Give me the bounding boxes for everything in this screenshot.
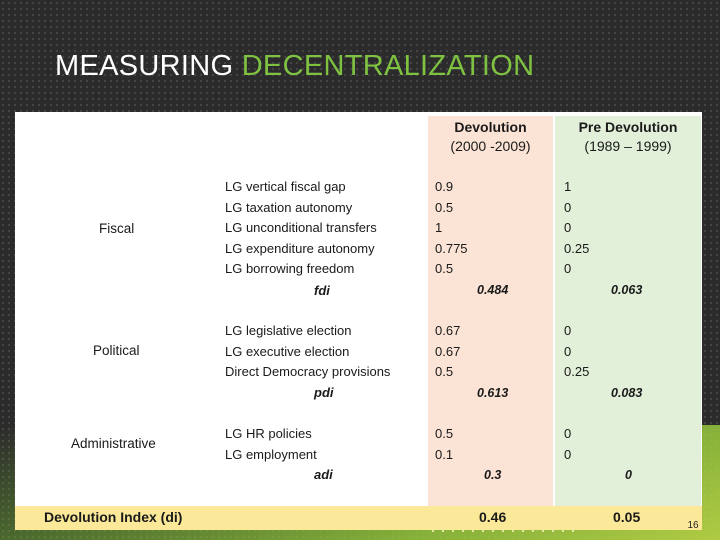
administrative-pre-values: 0 0 <box>564 424 571 465</box>
pre-devolution-column-background <box>555 116 701 508</box>
value-cell: 0 <box>564 426 572 441</box>
slide-number: 16 <box>687 520 699 531</box>
value-cell: 0.5 <box>435 426 454 441</box>
pdi-devolution: 0.613 <box>477 386 509 400</box>
category-administrative: Administrative <box>71 436 156 451</box>
pre-devolution-header-line1: Pre Devolution <box>578 119 678 135</box>
total-pre: 0.05 <box>613 509 641 525</box>
value-cell: 1 <box>564 179 572 194</box>
indicator: LG legislative election <box>225 323 352 338</box>
category-fiscal: Fiscal <box>99 221 135 236</box>
devolution-header-line1: Devolution <box>454 119 527 135</box>
indicator: LG unconditional transfers <box>225 220 377 236</box>
value-cell: 0.1 <box>435 446 454 462</box>
decentralization-table: Devolution (2000 -2009) Pre Devolution (… <box>15 112 702 530</box>
value-cell: 0.775 <box>435 240 468 256</box>
value-cell: 0.67 <box>435 323 461 338</box>
category-political: Political <box>93 343 140 358</box>
devolution-column-background <box>428 116 553 508</box>
slide-title-part1: MEASURING <box>55 50 242 82</box>
value-cell: 0.25 <box>564 240 590 256</box>
fdi-pre: 0.063 <box>611 283 643 297</box>
value-cell: 0.9 <box>435 179 454 194</box>
indicator: LG executive election <box>225 343 350 359</box>
slide-title-part2: DECENTRALIZATION <box>241 50 535 82</box>
pre-devolution-header: Pre Devolution (1989 – 1999) <box>555 118 701 156</box>
devolution-header: Devolution (2000 -2009) <box>428 118 553 156</box>
fiscal-indicators: LG vertical fiscal gap LG taxation auton… <box>225 177 377 280</box>
administrative-devolution-values: 0.5 0.1 <box>435 424 453 465</box>
value-cell: 0.67 <box>435 343 461 359</box>
adi-label: adi <box>314 467 333 482</box>
pre-devolution-header-line2: (1989 – 1999) <box>584 138 672 154</box>
total-row-background <box>15 506 702 530</box>
indicator: LG taxation autonomy <box>225 199 353 215</box>
fdi-label: fdi <box>314 283 330 298</box>
total-row-label: Devolution Index (di) <box>44 509 183 525</box>
value-cell: 0 <box>564 261 572 277</box>
value-cell: 0.5 <box>435 364 454 380</box>
indicator: LG borrowing freedom <box>225 261 355 277</box>
indicator: LG expenditure autonomy <box>225 240 375 256</box>
fdi-devolution: 0.484 <box>477 283 509 297</box>
indicator: LG vertical fiscal gap <box>225 179 346 194</box>
value-cell: 0 <box>564 220 572 236</box>
value-cell: 1 <box>435 220 443 236</box>
indicator: Direct Democracy provisions <box>225 364 391 380</box>
value-cell: 0.25 <box>564 364 590 380</box>
slide-title: MEASURING DECENTRALIZATION <box>55 50 534 83</box>
value-cell: 0 <box>564 343 572 359</box>
value-cell: 0.5 <box>435 261 454 277</box>
fiscal-pre-values: 1 0 0 0.25 0 <box>564 177 589 280</box>
total-devolution: 0.46 <box>479 509 507 525</box>
political-pre-values: 0 0 0.25 <box>564 321 589 383</box>
indicator: LG HR policies <box>225 426 312 441</box>
devolution-header-line2: (2000 -2009) <box>450 138 531 154</box>
pdi-pre: 0.083 <box>611 386 643 400</box>
value-cell: 0 <box>564 199 572 215</box>
political-devolution-values: 0.67 0.67 0.5 <box>435 321 460 383</box>
indicator: LG employment <box>225 446 317 462</box>
value-cell: 0 <box>564 446 572 462</box>
pdi-label: pdi <box>314 385 334 400</box>
value-cell: 0 <box>564 323 572 338</box>
political-indicators: LG legislative election LG executive ele… <box>225 321 390 383</box>
value-cell: 0.5 <box>435 199 454 215</box>
decorative-dots <box>428 529 578 533</box>
adi-pre: 0 <box>625 468 632 482</box>
adi-devolution: 0.3 <box>484 468 502 482</box>
administrative-indicators: LG HR policies LG employment <box>225 424 317 465</box>
fiscal-devolution-values: 0.9 0.5 1 0.775 0.5 <box>435 177 468 280</box>
